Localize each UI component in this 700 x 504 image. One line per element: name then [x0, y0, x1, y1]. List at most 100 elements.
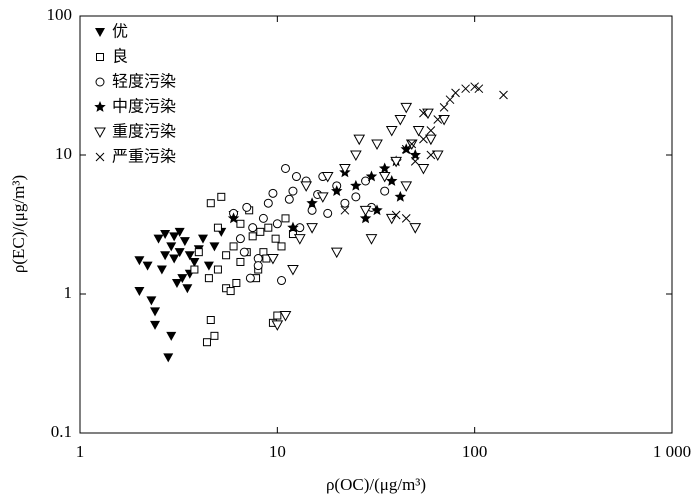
point	[425, 134, 437, 146]
point	[419, 108, 428, 118]
point	[171, 278, 182, 288]
point	[242, 202, 252, 212]
point	[174, 227, 185, 237]
point	[210, 331, 219, 340]
point	[150, 307, 161, 317]
point	[267, 254, 279, 265]
point	[378, 162, 391, 174]
point	[227, 212, 240, 224]
point	[153, 234, 164, 244]
point	[451, 88, 460, 98]
point	[272, 219, 282, 229]
point	[316, 192, 329, 203]
legend-label: 轻度污染	[112, 72, 176, 91]
point	[287, 221, 299, 233]
point	[166, 242, 177, 252]
point	[281, 163, 291, 173]
x-tick-label: 1	[76, 442, 85, 461]
point	[330, 247, 343, 259]
point	[353, 134, 366, 146]
point	[150, 320, 161, 330]
point	[293, 234, 306, 245]
point	[134, 256, 145, 266]
point	[177, 274, 188, 284]
point	[412, 126, 425, 137]
point	[394, 115, 407, 126]
point	[433, 115, 443, 124]
legend-marker	[95, 152, 105, 162]
point	[350, 150, 362, 162]
point	[142, 261, 153, 271]
point	[359, 205, 372, 217]
point	[365, 234, 378, 245]
point	[263, 198, 273, 208]
point	[236, 257, 245, 266]
point	[371, 204, 383, 216]
point	[409, 223, 422, 234]
point	[386, 175, 398, 186]
point	[385, 126, 398, 137]
point	[277, 276, 287, 286]
point	[401, 214, 411, 223]
point	[306, 197, 318, 209]
point	[213, 265, 222, 274]
point	[340, 198, 350, 208]
point	[284, 194, 294, 204]
point	[291, 172, 301, 182]
point	[229, 242, 238, 251]
point	[264, 223, 273, 232]
point	[146, 296, 157, 306]
legend-marker	[95, 28, 105, 37]
point	[391, 210, 401, 220]
point	[253, 261, 263, 271]
y-tick-label: 10	[55, 144, 72, 163]
point	[248, 232, 257, 241]
point	[461, 84, 470, 94]
point	[350, 179, 362, 191]
point	[189, 257, 200, 267]
point	[281, 214, 290, 223]
point	[217, 192, 226, 201]
point	[174, 248, 185, 258]
legend-marker	[96, 53, 104, 61]
point	[394, 190, 407, 202]
x-tick-label: 1 000	[653, 442, 691, 461]
point	[163, 353, 174, 363]
point	[268, 188, 278, 198]
point	[431, 150, 444, 162]
point	[371, 139, 383, 151]
point	[245, 273, 255, 283]
plot-frame	[79, 15, 673, 434]
point	[409, 149, 421, 160]
point	[156, 265, 167, 275]
point	[248, 223, 258, 233]
point	[380, 186, 390, 196]
point	[295, 223, 305, 233]
point	[439, 103, 449, 112]
y-tick-label: 0.1	[51, 422, 72, 441]
point	[300, 181, 313, 192]
point	[273, 311, 282, 320]
point	[166, 331, 177, 341]
point	[202, 338, 211, 347]
legend-marker	[94, 127, 106, 139]
legend-label: 良	[112, 47, 128, 66]
point	[204, 274, 213, 283]
point	[279, 311, 292, 322]
point	[306, 223, 318, 234]
point	[390, 156, 402, 168]
point	[209, 242, 220, 252]
point	[365, 170, 378, 182]
point	[323, 208, 333, 218]
point	[438, 115, 450, 126]
point	[359, 212, 372, 224]
point	[179, 237, 190, 247]
point	[258, 213, 268, 223]
point	[169, 254, 180, 264]
y-tick-label: 100	[47, 5, 73, 24]
point	[235, 234, 245, 244]
point	[445, 95, 455, 105]
point	[288, 230, 297, 239]
